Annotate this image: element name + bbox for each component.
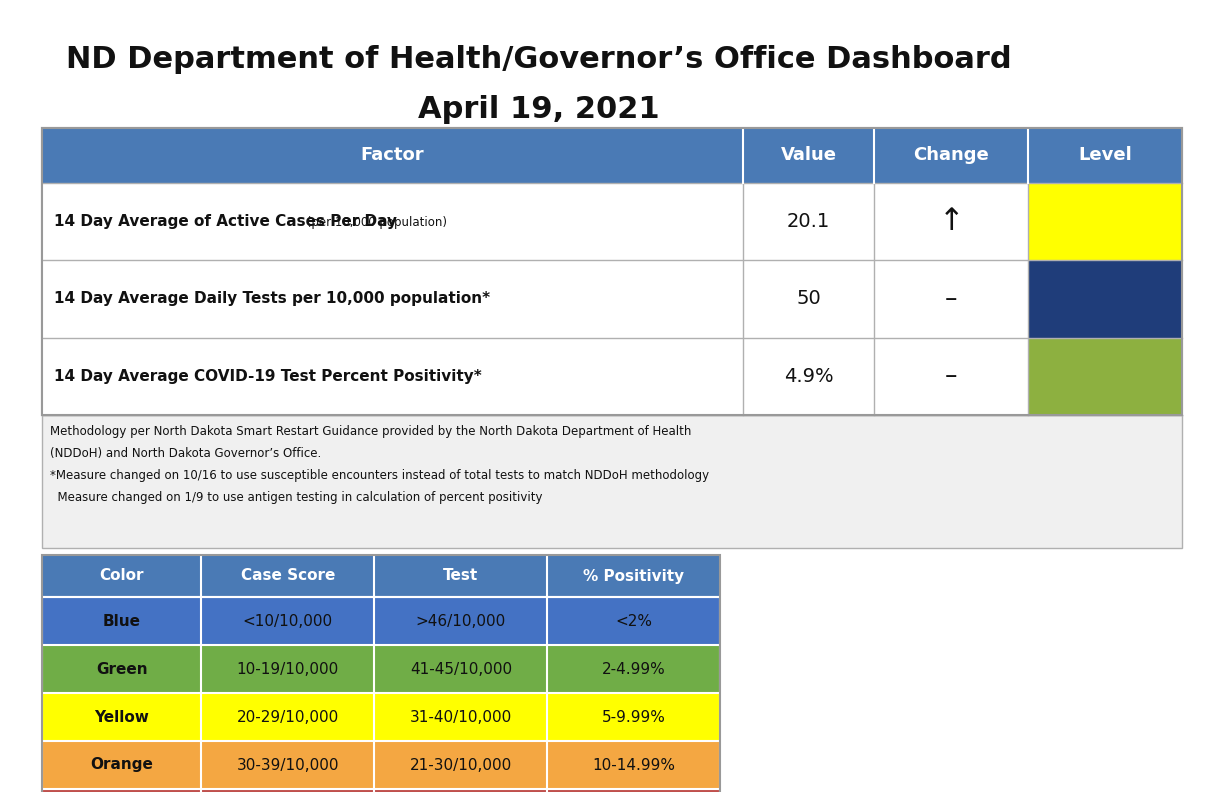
Text: Measure changed on 1/9 to use antigen testing in calculation of percent positivi: Measure changed on 1/9 to use antigen te… <box>50 491 542 504</box>
Bar <box>42 597 720 645</box>
Text: Color: Color <box>99 569 144 584</box>
Bar <box>42 128 1182 183</box>
Bar <box>42 693 720 741</box>
Bar <box>42 789 720 792</box>
Text: ↑: ↑ <box>939 208 965 236</box>
Text: Orange: Orange <box>91 757 153 772</box>
Text: Level: Level <box>1078 147 1132 165</box>
Bar <box>42 741 720 789</box>
Bar <box>42 261 1028 337</box>
Text: (per 10,000 population): (per 10,000 population) <box>302 216 447 229</box>
Text: 50: 50 <box>797 290 821 309</box>
Text: 14 Day Average Daily Tests per 10,000 population*: 14 Day Average Daily Tests per 10,000 po… <box>54 291 490 307</box>
Text: Green: Green <box>95 661 148 676</box>
Bar <box>42 128 1182 415</box>
Text: 10-19/10,000: 10-19/10,000 <box>236 661 339 676</box>
Text: 21-30/10,000: 21-30/10,000 <box>410 757 512 772</box>
Bar <box>42 337 1028 415</box>
Text: Blue: Blue <box>103 614 141 629</box>
Text: 41-45/10,000: 41-45/10,000 <box>410 661 512 676</box>
Text: Change: Change <box>913 147 989 165</box>
Text: 31-40/10,000: 31-40/10,000 <box>410 710 512 725</box>
Text: >46/10,000: >46/10,000 <box>416 614 506 629</box>
Text: 14 Day Average COVID-19 Test Percent Positivity*: 14 Day Average COVID-19 Test Percent Pos… <box>54 369 482 384</box>
Text: 5-9.99%: 5-9.99% <box>602 710 666 725</box>
Text: 14 Day Average of Active Cases Per Day: 14 Day Average of Active Cases Per Day <box>54 214 397 229</box>
Text: 4.9%: 4.9% <box>783 367 834 386</box>
Bar <box>42 415 1182 548</box>
Text: Factor: Factor <box>361 147 425 165</box>
Bar <box>1028 183 1182 261</box>
Text: Case Score: Case Score <box>241 569 335 584</box>
Text: (NDDoH) and North Dakota Governor’s Office.: (NDDoH) and North Dakota Governor’s Offi… <box>50 447 321 460</box>
Text: <2%: <2% <box>616 614 652 629</box>
Text: Yellow: Yellow <box>94 710 149 725</box>
Text: 30-39/10,000: 30-39/10,000 <box>236 757 339 772</box>
Text: 20.1: 20.1 <box>787 212 830 231</box>
Text: 2-4.99%: 2-4.99% <box>602 661 666 676</box>
Bar <box>1028 261 1182 337</box>
Text: 20-29/10,000: 20-29/10,000 <box>236 710 339 725</box>
Bar <box>1028 337 1182 415</box>
Text: ND Department of Health/Governor’s Office Dashboard: ND Department of Health/Governor’s Offic… <box>66 45 1011 74</box>
Text: Value: Value <box>781 147 837 165</box>
Bar <box>42 645 720 693</box>
Text: Test: Test <box>443 569 479 584</box>
Bar <box>42 128 1182 415</box>
Text: Methodology per North Dakota Smart Restart Guidance provided by the North Dakota: Methodology per North Dakota Smart Resta… <box>50 425 692 438</box>
Text: 10-14.99%: 10-14.99% <box>592 757 676 772</box>
Text: –: – <box>945 364 957 388</box>
Text: –: – <box>945 287 957 311</box>
Text: *Measure changed on 10/16 to use susceptible encounters instead of total tests t: *Measure changed on 10/16 to use suscept… <box>50 469 709 482</box>
Bar <box>42 555 720 597</box>
Bar <box>42 555 720 792</box>
Text: <10/10,000: <10/10,000 <box>242 614 333 629</box>
Bar <box>42 183 1028 261</box>
Text: April 19, 2021: April 19, 2021 <box>417 95 660 124</box>
Text: % Positivity: % Positivity <box>584 569 684 584</box>
